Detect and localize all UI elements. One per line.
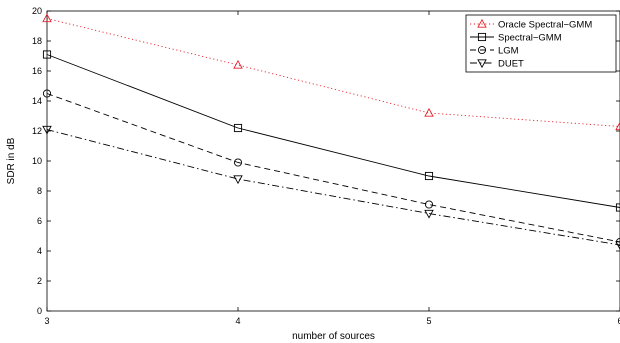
y-tick-label: 10 [32, 156, 42, 166]
legend-marker [477, 32, 487, 42]
y-tick-label: 4 [37, 246, 42, 256]
data-point [424, 107, 434, 117]
data-point [424, 171, 434, 181]
y-tick-label: 20 [32, 6, 42, 16]
legend-label: LGM [498, 46, 519, 57]
y-tick-label: 16 [32, 66, 42, 76]
legend: Oracle Spectral−GMM Spectral−GMM LGM DUET [465, 14, 617, 73]
y-tick-label: 18 [32, 36, 42, 46]
series-layer [42, 13, 620, 251]
y-tick-label: 8 [37, 186, 42, 196]
data-point [233, 175, 243, 185]
data-point [615, 241, 620, 251]
series-1 [42, 50, 620, 212]
legend-marker [477, 45, 487, 55]
y-tick-label: 14 [32, 96, 42, 106]
series-line [46, 129, 620, 246]
y-axis-label: SDR in dB [6, 137, 17, 184]
legend-item: Oracle Spectral−GMM [470, 18, 592, 31]
y-tick-label: 12 [32, 126, 42, 136]
data-point [42, 13, 52, 23]
y-tick-label: 0 [37, 306, 42, 316]
data-point [233, 59, 243, 69]
x-tick-label: 3 [44, 316, 49, 326]
data-point [42, 50, 52, 59]
legend-marker [477, 18, 487, 28]
series-line [46, 54, 620, 208]
data-point [615, 203, 620, 212]
ticks-layer: 0 2 4 6 8 10 12 14 16 18 20 3 4 5 6 [32, 6, 620, 326]
x-tick-label: 4 [235, 316, 240, 326]
legend-item: DUET [470, 59, 524, 70]
data-point [424, 200, 434, 209]
legend-label: DUET [498, 59, 524, 70]
x-axis-label: number of sources [292, 331, 375, 342]
legend-box [465, 14, 617, 73]
legend-item: Spectral−GMM [470, 33, 562, 44]
legend-label: Spectral−GMM [498, 33, 562, 44]
x-tick-label: 5 [426, 316, 431, 326]
data-point [233, 123, 243, 133]
data-point [615, 121, 620, 131]
series-line [46, 93, 620, 243]
data-point [42, 89, 52, 98]
data-point [233, 158, 243, 167]
series-3 [42, 125, 620, 251]
y-tick-label: 6 [37, 216, 42, 226]
data-point [424, 209, 434, 219]
x-tick-label: 6 [617, 316, 620, 326]
legend-label: Oracle Spectral−GMM [498, 20, 592, 31]
y-tick-label: 2 [37, 276, 42, 286]
series-0 [42, 13, 620, 131]
legend-marker [477, 59, 487, 69]
data-point [42, 125, 52, 135]
legend-item: LGM [470, 46, 519, 57]
